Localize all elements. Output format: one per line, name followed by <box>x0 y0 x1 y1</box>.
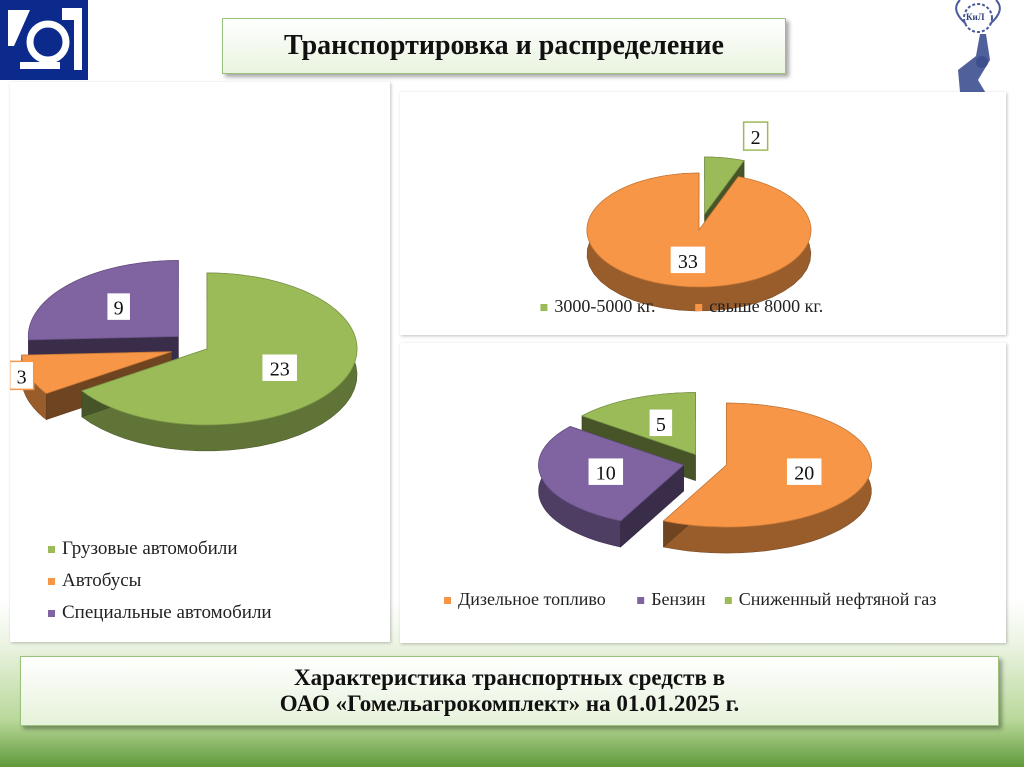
legend-item-свыше-8000-кг: свыше 8000 кг. <box>695 296 823 316</box>
logo-left <box>0 0 88 80</box>
data-label-грузовые-автомобили: 23 <box>260 352 299 383</box>
pie-chart-tonnage: 2 33 3000-5000 кг. свыше 8000 кг. <box>540 121 823 316</box>
pie-slice-грузовые-автомобили <box>81 272 358 452</box>
data-label-бензин: 10 <box>587 456 625 487</box>
pie-slice-специальные-автомобили <box>27 260 179 367</box>
svg-text:Грузовые автомобили: Грузовые автомобили <box>62 538 237 559</box>
chart-panel-tonnage: 2 33 3000-5000 кг. свыше 8000 кг. <box>400 92 1006 335</box>
chart-panel-vehicle-types: 23 3 9 Грузовые автомобили Автобусы Специальн… <box>8 82 390 642</box>
svg-text:Специальные автомобили: Специальные автомобили <box>62 602 272 623</box>
svg-text:5: 5 <box>656 414 666 436</box>
chart-legend: Грузовые автомобили Автобусы Специальные а… <box>48 538 272 623</box>
data-label-автобусы: 3 <box>8 360 35 391</box>
slide-title-text: Транспортировка и распределение <box>284 30 724 61</box>
svg-text:Автобусы: Автобусы <box>62 570 142 591</box>
pie-slice-дизельное-топливо <box>662 402 872 554</box>
legend-item-автобусы: Автобусы <box>48 570 142 591</box>
legend-item-грузовые-автомобили: Грузовые автомобили <box>48 538 237 559</box>
pie-chart-vehicle-types: 23 3 9 Грузовые автомобили Автобусы Специальн… <box>8 260 358 623</box>
svg-text:Сниженный нефтяной газ: Сниженный нефтяной газ <box>739 589 937 609</box>
legend-item-3000-5000-кг: 3000-5000 кг. <box>540 296 655 316</box>
svg-text:20: 20 <box>794 463 814 485</box>
chart-panel-fuel-types: 20 10 5 Дизельное топливо Бензин Сниженный не… <box>400 343 1006 643</box>
footer-line-2: ОАО «Гомельагрокомплект» на 01.01.2025 г… <box>279 691 740 716</box>
svg-text:3: 3 <box>17 366 27 388</box>
legend-item-сниженный-нефтяной-газ: Сниженный нефтяной газ <box>724 589 937 609</box>
slide-footer: Характеристика транспортных средств в ОА… <box>20 656 999 726</box>
svg-text:3000-5000 кг.: 3000-5000 кг. <box>554 296 655 316</box>
legend-item-специальные-автомобили: Специальные автомобили <box>48 602 272 623</box>
data-label-дизельное-топливо: 20 <box>785 456 823 487</box>
svg-text:свыше 8000 кг.: свыше 8000 кг. <box>709 296 823 316</box>
svg-text:Дизельное топливо: Дизельное топливо <box>458 589 606 609</box>
chart-legend: Дизельное топливо Бензин Сниженный нефтяно… <box>444 589 936 609</box>
pie-chart-fuel-types: 20 10 5 Дизельное топливо Бензин Сниженный не… <box>444 392 936 609</box>
svg-text:9: 9 <box>114 298 124 320</box>
logo-emblem-icon <box>0 0 88 80</box>
data-label-специальные-автомобили: 9 <box>105 291 132 322</box>
legend-item-бензин: Бензин <box>637 589 706 609</box>
data-label-свыше-8000-кг: 33 <box>669 245 707 275</box>
footer-line-1: Характеристика транспортных средств в <box>293 665 726 690</box>
data-label-3000-5000-кг: 2 <box>742 121 769 151</box>
slide-title: Транспортировка и распределение <box>222 18 786 74</box>
pie-slice-сниженный-нефтяной-газ <box>581 392 696 481</box>
svg-text:2: 2 <box>751 127 761 149</box>
data-label-сниженный-нефтяной-газ: 5 <box>648 408 674 438</box>
legend-item-дизельное-топливо: Дизельное топливо <box>444 589 606 609</box>
svg-text:Бензин: Бензин <box>651 589 706 609</box>
svg-text:10: 10 <box>596 463 616 485</box>
chart-legend: 3000-5000 кг. свыше 8000 кг. <box>540 296 823 316</box>
logo-right-text: КиЛ <box>966 12 985 22</box>
pie-slice-свыше-8000-кг <box>586 172 812 312</box>
svg-text:23: 23 <box>270 359 290 381</box>
svg-text:33: 33 <box>678 251 698 273</box>
